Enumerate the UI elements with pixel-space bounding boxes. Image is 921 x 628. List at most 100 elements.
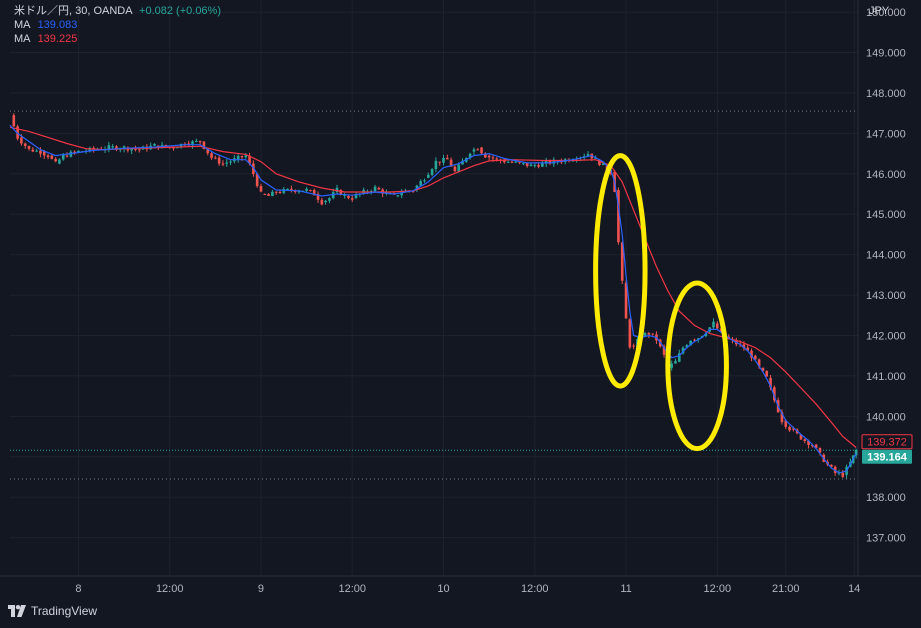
candle-body (750, 350, 753, 358)
candle-body (176, 147, 179, 149)
candle-body (803, 439, 807, 442)
candle-body (757, 359, 761, 367)
candle-body (818, 447, 822, 453)
candle-body (423, 180, 426, 182)
candle-body (206, 148, 210, 154)
candle-body (430, 169, 434, 175)
y-tick-label: 149.000 (866, 48, 906, 60)
candle-body (811, 445, 814, 447)
x-tick-label: 11 (620, 583, 631, 595)
candle-body (643, 333, 647, 336)
y-tick-label: 140.000 (866, 411, 906, 423)
ma-fast-line (9, 124, 857, 474)
candle-body (46, 155, 50, 158)
candle-body (662, 346, 666, 355)
candle-body (830, 464, 833, 467)
ma-slow-value: 139.225 (37, 33, 78, 45)
candle-body (61, 154, 65, 160)
candle-body (716, 323, 719, 329)
brand-name: TradingView (31, 604, 98, 618)
highlight-ellipse (665, 280, 729, 452)
candle-body (12, 115, 16, 127)
ma-price-badge (861, 434, 913, 450)
candle-body (476, 149, 480, 151)
candle-body (544, 160, 548, 164)
candle-body (742, 344, 746, 349)
candle-body (624, 282, 628, 319)
candle-body (324, 200, 327, 203)
candle-body (331, 192, 335, 199)
candle-body (153, 143, 156, 146)
y-tick-label: 148.000 (866, 88, 906, 100)
y-tick-label: 147.000 (866, 128, 906, 140)
last-price-badge (862, 449, 912, 464)
candle-body (396, 195, 400, 197)
y-tick-label: 150.000 (866, 7, 906, 19)
candle-body (495, 158, 499, 160)
candle-body (130, 148, 133, 151)
candle-body (453, 166, 457, 172)
candle-body (415, 185, 419, 190)
candle-body (769, 377, 772, 388)
candle-body (198, 140, 202, 143)
candle-body (244, 155, 248, 158)
y-tick-label: 146.000 (866, 169, 906, 181)
candle-body (761, 367, 765, 371)
y-tick-label: 141.000 (866, 371, 906, 383)
candle-body (263, 194, 267, 196)
candle-body (518, 161, 521, 163)
currency-label: JPY (869, 5, 890, 17)
candle-body (400, 192, 403, 196)
candle-body (514, 161, 518, 163)
candle-body (503, 160, 506, 163)
ma-slow-row[interactable]: MA 139.225 (14, 32, 221, 46)
candle-body (525, 163, 529, 167)
candle-body (677, 353, 681, 362)
candle-body (628, 319, 632, 348)
candle-body (195, 140, 198, 142)
candle-body (807, 440, 810, 446)
candle-body (202, 141, 206, 149)
candle-body (754, 355, 757, 360)
x-tick-label: 14 (848, 583, 860, 595)
candle-body (23, 143, 27, 146)
candle-body (328, 198, 331, 201)
candle-body (689, 340, 692, 346)
candle-body (552, 159, 556, 164)
candle-body (350, 198, 354, 200)
candle-body (487, 155, 491, 158)
ma-fast-value: 139.083 (37, 19, 78, 31)
y-tick-label: 137.000 (866, 533, 906, 545)
price-change: +0.082 (+0.06%) (139, 5, 221, 17)
candle-body (685, 345, 689, 348)
price-axis-pane (858, 0, 921, 628)
candle-body (290, 188, 293, 191)
candle-body (647, 333, 651, 335)
ma-fast-row[interactable]: MA 139.083 (14, 18, 221, 32)
candle-body (225, 162, 229, 164)
candle-body (651, 333, 654, 335)
candle-body (854, 449, 858, 456)
candle-body (632, 345, 635, 347)
x-tick-label: 12:00 (338, 583, 366, 595)
candle-body (426, 174, 430, 178)
candle-body (792, 428, 795, 430)
candle-body (799, 434, 803, 440)
candle-body (65, 155, 69, 157)
candle-body (681, 347, 685, 354)
y-tick-label: 143.000 (866, 290, 906, 302)
candle-body (560, 161, 563, 163)
symbol-label[interactable]: 米ドル／円, 30, OANDA (14, 5, 132, 17)
tradingview-logo[interactable]: TradingView (8, 604, 97, 618)
candle-body (214, 157, 217, 159)
candle-body (484, 153, 487, 158)
candle-body (620, 242, 624, 281)
last-price-badge-text: 139.164 (867, 452, 908, 464)
candle-body (31, 149, 35, 152)
candle-body (137, 149, 141, 151)
x-tick-label: 12:00 (521, 583, 549, 595)
candle-body (309, 189, 312, 191)
candle-body (601, 163, 605, 166)
